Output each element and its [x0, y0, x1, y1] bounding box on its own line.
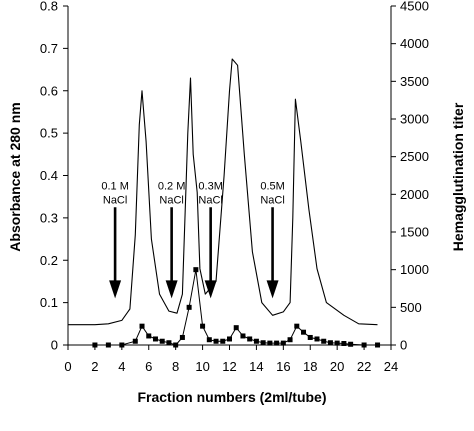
x-tick-label: 8 [172, 359, 179, 374]
titer-point [200, 323, 206, 329]
nacl-annotation-label: NaCl [260, 194, 284, 206]
titer-point [119, 342, 125, 348]
titer-point [274, 340, 280, 346]
x-tick-label: 24 [384, 359, 398, 374]
nacl-annotation-label: 0.1 M [101, 180, 129, 192]
right-y-tick-label: 1000 [400, 262, 429, 277]
titer-point [287, 337, 293, 343]
right-y-tick-label: 1500 [400, 225, 429, 240]
nacl-annotation-label: NaCl [103, 194, 127, 206]
x-tick-label: 22 [357, 359, 371, 374]
titer-point [186, 304, 192, 310]
right-y-tick-label: 4000 [400, 36, 429, 51]
titer-point [321, 338, 327, 344]
left-y-tick-label: 0.8 [40, 0, 58, 14]
x-tick-label: 2 [91, 359, 98, 374]
titer-point [166, 340, 172, 346]
x-tick-label: 4 [118, 359, 125, 374]
nacl-annotation-label: 0.2 M [158, 180, 186, 192]
titer-point [327, 340, 333, 346]
titer-point [173, 342, 179, 348]
titer-point [280, 340, 286, 346]
left-y-tick-label: 0.2 [40, 253, 58, 268]
titer-point [294, 323, 300, 329]
right-y-tick-label: 3000 [400, 112, 429, 127]
titer-point [260, 340, 266, 346]
left-y-tick-label: 0.7 [40, 41, 58, 56]
nacl-arrow-head [266, 280, 279, 299]
x-tick-label: 16 [276, 359, 290, 374]
right-y-ticks: 0 500 1000 1500 2000 2500 3000 3500 4000 4500 [391, 0, 429, 353]
titer-point [341, 340, 347, 346]
titer-point [240, 333, 246, 339]
titer-point [253, 338, 259, 344]
right-y-tick-label: 500 [400, 300, 422, 315]
nacl-arrow-head [204, 280, 217, 299]
left-y-tick-label: 0.6 [40, 83, 58, 98]
titer-line [94, 269, 378, 346]
nacl-annotation-label: NaCl [159, 194, 183, 206]
titer-point [206, 337, 212, 343]
titer-point [220, 338, 226, 344]
titer-point [301, 329, 307, 335]
x-tick-label: 12 [222, 359, 236, 374]
titer-point [361, 342, 367, 348]
left-y-tick-label: 0.3 [40, 210, 58, 225]
x-tick-label: 14 [249, 359, 263, 374]
titer-point [92, 342, 98, 348]
titer-point [139, 323, 145, 329]
right-y-tick-label: 2000 [400, 187, 429, 202]
nacl-annotation-label: NaCl [198, 194, 222, 206]
right-y-tick-label: 4500 [400, 0, 429, 14]
titer-point [146, 333, 152, 339]
titer-point [348, 341, 354, 347]
annotations-group: 0.1 M NaCl 0.2 M NaCl 0.3M NaCl 0.5M NaCl [101, 180, 285, 299]
right-y-tick-label: 3500 [400, 74, 429, 89]
left-y-ticks: 0 0.1 0.2 0.3 0.4 0.5 0.6 0.7 0.8 [40, 0, 68, 353]
x-tick-label: 6 [145, 359, 152, 374]
titer-point [132, 338, 138, 344]
titer-point [227, 336, 232, 342]
titer-point [193, 267, 199, 273]
right-y-tick-label: 2500 [400, 149, 429, 164]
titer-point [233, 325, 239, 331]
x-axis-label: Fraction numbers (2ml/tube) [137, 389, 326, 405]
titer-point [105, 342, 111, 348]
titer-point [213, 338, 219, 344]
left-y-tick-label: 0.5 [40, 126, 58, 141]
titer-point [314, 336, 320, 342]
x-tick-label: 0 [64, 359, 71, 374]
titer-point [334, 340, 340, 346]
nacl-arrow-head [109, 280, 122, 299]
right-y-axis-label: Hemagglutination titer [450, 102, 466, 251]
titer-point [179, 334, 185, 340]
titer-point [152, 336, 158, 342]
titer-point [247, 336, 253, 342]
left-y-axis-label: Absorbance at 280 nm [7, 102, 23, 251]
titer-point [375, 342, 381, 348]
titer-point [159, 338, 165, 344]
nacl-arrow-head [165, 280, 178, 299]
right-y-tick-label: 0 [400, 338, 407, 353]
x-tick-label: 20 [330, 359, 344, 374]
left-y-tick-label: 0.1 [40, 295, 58, 310]
nacl-annotation-label: 0.5M [260, 180, 284, 192]
titer-point [267, 340, 273, 346]
x-tick-label: 18 [303, 359, 317, 374]
titer-point [307, 334, 313, 340]
nacl-annotation-label: 0.3M [198, 180, 222, 192]
x-tick-label: 10 [195, 359, 209, 374]
left-y-tick-label: 0.4 [40, 168, 58, 183]
x-ticks: 0 2 4 6 8 10 12 14 16 18 20 22 24 [64, 345, 398, 374]
left-y-tick-label: 0 [51, 338, 58, 353]
